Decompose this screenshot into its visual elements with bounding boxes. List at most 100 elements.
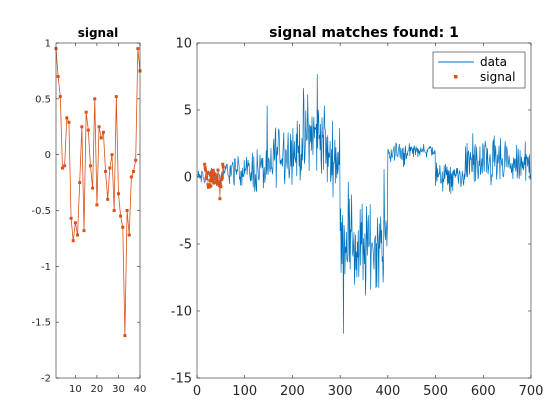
matches-axes-ytick-label: 10	[175, 37, 192, 52]
matches-axes-ytick-label: 0	[184, 171, 192, 186]
matches-axes-xtick-label: 0	[193, 384, 201, 399]
legend-signal-marker	[454, 75, 458, 79]
matches-axes-ytick-label: 5	[184, 104, 192, 119]
signal-point	[60, 166, 64, 170]
signal-point	[86, 128, 90, 132]
signal-axes-ytick-label: -0.5	[31, 206, 51, 217]
signal-point	[80, 125, 84, 129]
signal-point	[84, 110, 88, 114]
signal-axes: signal 10 20 30 40 -2 -1.5 -1 -0.5 0 0.5 1	[31, 26, 146, 395]
signal-point	[121, 225, 125, 229]
signal-point	[88, 164, 92, 168]
signal-point	[63, 164, 67, 168]
signal-point	[119, 214, 123, 218]
matched-signal-point	[215, 175, 219, 179]
matched-signal-point	[213, 172, 217, 176]
signal-axes-frame	[55, 42, 141, 379]
matches-axes-title: signal matches found: 1	[269, 25, 459, 41]
matches-axes-xtick-label: 200	[280, 384, 305, 399]
matches-axes-frame	[196, 42, 532, 379]
legend: data signal	[432, 51, 526, 89]
legend-box	[432, 51, 526, 89]
legend-data-label: data	[480, 55, 507, 69]
matches-axes-ticks: 0 100 200 300 400 500 600 700 -15 -10 -5 0 5 10	[171, 37, 544, 399]
signal-point	[78, 181, 82, 185]
signal-point	[56, 75, 60, 78]
matches-axes: signal matches found: 1 0 100 200 300 400 500…	[171, 25, 544, 399]
signal-point	[129, 175, 133, 179]
matches-axes-background	[197, 43, 531, 378]
matched-signal-point	[215, 177, 219, 181]
signal-point	[99, 136, 103, 140]
signal-point	[132, 169, 136, 173]
matches-axes-ytick-label: -10	[171, 305, 192, 320]
signal-point	[125, 209, 129, 212]
signal-axes-series	[54, 47, 142, 338]
matched-signal-point	[221, 165, 225, 169]
matched-signal-point	[216, 180, 220, 184]
matched-signal-point	[203, 162, 207, 166]
matches-axes-xtick-label: 100	[232, 384, 257, 399]
signal-point	[65, 116, 69, 120]
signal-point	[67, 120, 71, 124]
signal-axes-xtick-label: 20	[91, 384, 104, 395]
matched-signal-point	[203, 166, 207, 170]
signal-point	[58, 95, 62, 99]
signal-point	[69, 216, 73, 220]
matches-axes-xtick-label: 300	[328, 384, 353, 399]
legend-signal-label: signal	[480, 70, 516, 84]
signal-point	[136, 47, 140, 51]
signal-point	[127, 233, 131, 237]
signal-axes-ticks: 10 20 30 40 -2 -1.5 -1 -0.5 0 0.5 1	[31, 39, 146, 396]
matched-signal-point	[221, 162, 225, 166]
signal-axes-ytick-label: -1	[41, 262, 51, 273]
signal-point	[104, 169, 108, 173]
matched-signal-point	[216, 168, 220, 172]
signal-axes-xtick-label: 10	[69, 384, 82, 395]
signal-point	[71, 239, 75, 243]
matched-signal-point	[210, 176, 214, 180]
matched-signal-point	[218, 182, 222, 186]
matched-signal-point	[209, 184, 213, 188]
matched-signal-point	[209, 170, 213, 174]
signal-point	[134, 158, 138, 162]
signal-point	[106, 197, 110, 201]
signal-point	[97, 125, 101, 129]
signal-series-line	[55, 48, 141, 336]
matched-signal-point	[211, 168, 215, 172]
signal-axes-xtick-label: 40	[134, 384, 147, 395]
matches-axes-xtick-label: 600	[471, 384, 496, 399]
matches-axes-ytick-label: -5	[179, 238, 192, 253]
matched-signal-point	[208, 178, 212, 182]
signal-axes-xtick-label: 30	[112, 384, 125, 395]
matched-signal-point	[212, 181, 216, 185]
matched-signal-point	[205, 176, 209, 180]
signal-point	[110, 153, 114, 157]
signal-point	[73, 221, 77, 225]
signal-axes-ytick-label: -1.5	[31, 318, 51, 329]
signal-axes-ytick-label: 0	[45, 150, 51, 161]
signal-point	[82, 229, 86, 233]
matched-signal-point	[205, 171, 209, 175]
matches-axes-xtick-label: 700	[519, 384, 544, 399]
data-series-line	[197, 74, 531, 334]
matches-axes-ytick-label: -15	[171, 372, 192, 387]
signal-axes-ytick-label: 0.5	[35, 94, 51, 105]
signal-point	[123, 334, 127, 338]
signal-point	[116, 192, 120, 196]
signal-point	[112, 209, 116, 212]
signal-axes-ytick-label: 1	[45, 39, 51, 50]
matched-signal-point	[220, 176, 224, 180]
matched-signal-point	[204, 168, 208, 172]
signal-point	[91, 186, 95, 190]
matched-signal-point	[210, 172, 214, 176]
signal-point	[101, 130, 105, 134]
signal-point	[114, 95, 118, 99]
matches-axes-xtick-label: 500	[423, 384, 448, 399]
signal-point	[76, 233, 80, 237]
signal-point	[95, 203, 99, 207]
matched-signal-point	[211, 179, 215, 183]
signal-point	[93, 97, 97, 101]
signal-axes-ytick-label: -2	[41, 374, 51, 385]
